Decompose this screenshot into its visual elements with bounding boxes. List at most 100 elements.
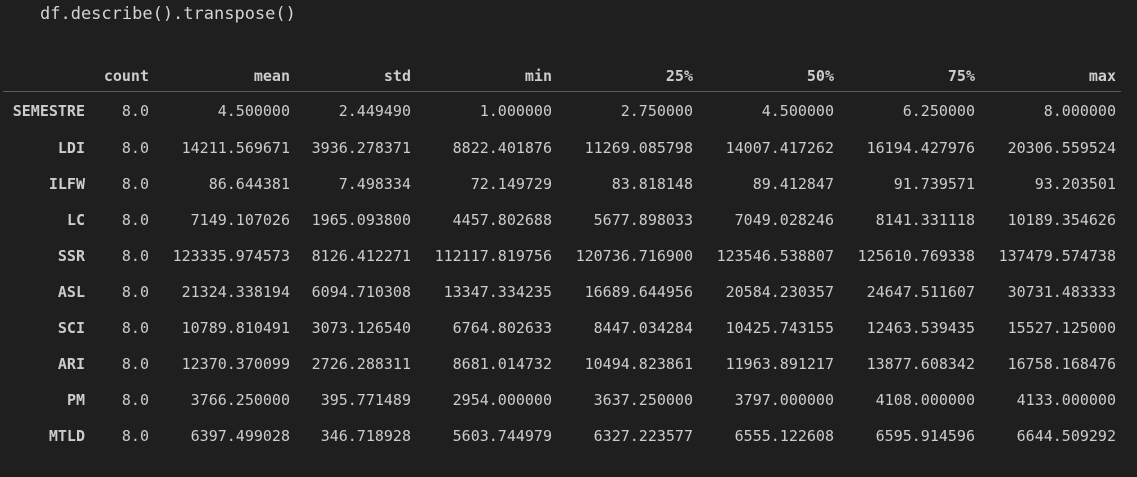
row-index: ASL xyxy=(57,282,85,301)
table-cell: 83.818148 xyxy=(611,174,693,193)
table-cell: 3797.000000 xyxy=(734,391,834,410)
table-cell: 8447.034284 xyxy=(593,319,693,338)
index-header xyxy=(3,61,90,92)
table-cell: 6595.914596 xyxy=(875,427,975,446)
table-cell: 3766.250000 xyxy=(190,391,290,410)
table-cell: 8.0 xyxy=(121,210,149,229)
row-index: PM xyxy=(66,391,85,410)
table-cell: 16689.644956 xyxy=(584,282,693,301)
table-row: SSR 8.0 123335.974573 8126.412271 112117.819… xyxy=(3,238,1121,274)
table-cell: 123546.538807 xyxy=(716,246,834,265)
table-cell: 72.149729 xyxy=(470,174,552,193)
column-header: 25% xyxy=(557,61,698,92)
table-cell: 10189.354626 xyxy=(1007,210,1116,229)
table-cell: 11963.891217 xyxy=(725,355,834,374)
table-cell: 8.0 xyxy=(121,319,149,338)
table-cell: 1965.093800 xyxy=(311,210,411,229)
table-cell: 14007.417262 xyxy=(725,138,834,157)
row-index: LDI xyxy=(57,138,85,157)
table-cell: 3936.278371 xyxy=(311,138,411,157)
table-cell: 10494.823861 xyxy=(584,355,693,374)
table-body: SEMESTRE 8.0 4.500000 2.449490 1.000000 2.750… xyxy=(3,92,1121,455)
table-cell: 3637.250000 xyxy=(593,391,693,410)
table-cell: 4.500000 xyxy=(217,101,290,120)
table-cell: 6555.122608 xyxy=(734,427,834,446)
table-cell: 16758.168476 xyxy=(1007,355,1116,374)
row-index: ILFW xyxy=(48,174,85,193)
table-row: LDI 8.0 14211.569671 3936.278371 8822.401876… xyxy=(3,130,1121,166)
table-cell: 5677.898033 xyxy=(593,210,693,229)
table-cell: 86.644381 xyxy=(208,174,290,193)
table-cell: 7149.107026 xyxy=(190,210,290,229)
table-cell: 3073.126540 xyxy=(311,319,411,338)
table-row: MTLD 8.0 6397.499028 346.718928 5603.744979 6… xyxy=(3,418,1121,454)
column-header: 75% xyxy=(839,61,980,92)
table-cell: 2954.000000 xyxy=(452,391,552,410)
table-cell: 123335.974573 xyxy=(172,246,290,265)
table-cell: 4457.802688 xyxy=(452,210,552,229)
table-header-row: count mean std min 25% 50% 75% max xyxy=(3,61,1121,92)
column-header: std xyxy=(295,61,416,92)
table-cell: 21324.338194 xyxy=(181,282,290,301)
table-row: PM 8.0 3766.250000 395.771489 2954.000000 363… xyxy=(3,382,1121,418)
row-index: ARI xyxy=(57,355,85,374)
table-cell: 1.000000 xyxy=(479,101,552,120)
table-row: SEMESTRE 8.0 4.500000 2.449490 1.000000 2.750… xyxy=(3,92,1121,130)
table-cell: 13877.608342 xyxy=(866,355,975,374)
row-index: SCI xyxy=(57,319,85,338)
table-row: ARI 8.0 12370.370099 2726.288311 8681.014732… xyxy=(3,346,1121,382)
table-cell: 24647.511607 xyxy=(866,282,975,301)
table-cell: 12463.539435 xyxy=(866,319,975,338)
column-header: max xyxy=(980,61,1121,92)
row-index: SEMESTRE xyxy=(12,101,85,120)
table-cell: 2.449490 xyxy=(338,101,411,120)
table-cell: 11269.085798 xyxy=(584,138,693,157)
table-cell: 6327.223577 xyxy=(593,427,693,446)
table-cell: 346.718928 xyxy=(320,427,411,446)
table-cell: 120736.716900 xyxy=(575,246,693,265)
table-cell: 30731.483333 xyxy=(1007,282,1116,301)
table-cell: 13347.334235 xyxy=(443,282,552,301)
table-cell: 7049.028246 xyxy=(734,210,834,229)
table-cell: 6644.509292 xyxy=(1016,427,1116,446)
table-cell: 10425.743155 xyxy=(725,319,834,338)
table-cell: 5603.744979 xyxy=(452,427,552,446)
code-cell[interactable]: df.describe().transpose() xyxy=(0,0,1137,31)
table-row: SCI 8.0 10789.810491 3073.126540 6764.802633… xyxy=(3,310,1121,346)
table-cell: 15527.125000 xyxy=(1007,319,1116,338)
table-cell: 6397.499028 xyxy=(190,427,290,446)
table-cell: 6764.802633 xyxy=(452,319,552,338)
code-input[interactable]: df.describe().transpose() xyxy=(40,4,296,24)
table-cell: 4.500000 xyxy=(761,101,834,120)
table-cell: 125610.769338 xyxy=(857,246,975,265)
table-cell: 8.0 xyxy=(121,355,149,374)
row-index: SSR xyxy=(57,246,85,265)
table-cell: 2.750000 xyxy=(620,101,693,120)
table-cell: 8.000000 xyxy=(1043,101,1116,120)
table-cell: 14211.569671 xyxy=(181,138,290,157)
table-cell: 395.771489 xyxy=(320,391,411,410)
table-cell: 8.0 xyxy=(121,427,149,446)
table-cell: 8.0 xyxy=(121,282,149,301)
table-cell: 8141.331118 xyxy=(875,210,975,229)
table-cell: 8126.412271 xyxy=(311,246,411,265)
cell-output: count mean std min 25% 50% 75% max SEMES… xyxy=(0,30,1137,477)
column-header: 50% xyxy=(698,61,839,92)
table-cell: 137479.574738 xyxy=(998,246,1116,265)
table-cell: 7.498334 xyxy=(338,174,411,193)
table-cell: 8.0 xyxy=(121,138,149,157)
table-cell: 8681.014732 xyxy=(452,355,552,374)
table-cell: 91.739571 xyxy=(893,174,975,193)
table-cell: 89.412847 xyxy=(752,174,834,193)
table-row: LC 8.0 7149.107026 1965.093800 4457.802688 56… xyxy=(3,202,1121,238)
table-cell: 6.250000 xyxy=(902,101,975,120)
table-cell: 8.0 xyxy=(121,246,149,265)
table-cell: 4108.000000 xyxy=(875,391,975,410)
table-row: ASL 8.0 21324.338194 6094.710308 13347.33423… xyxy=(3,274,1121,310)
table-cell: 2726.288311 xyxy=(311,355,411,374)
row-index: MTLD xyxy=(48,427,85,446)
table-cell: 8.0 xyxy=(121,174,149,193)
table-cell: 20584.230357 xyxy=(725,282,834,301)
table-cell: 6094.710308 xyxy=(311,282,411,301)
table-cell: 112117.819756 xyxy=(434,246,552,265)
